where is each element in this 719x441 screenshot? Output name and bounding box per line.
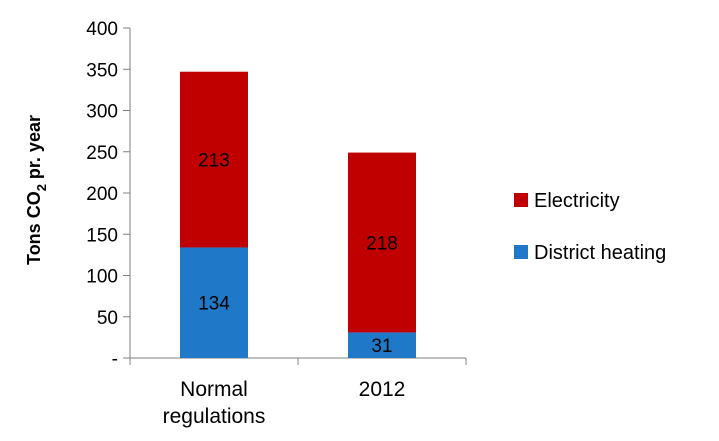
legend-swatch-district-heating [514,245,528,259]
bar-district-heating [348,332,416,358]
y-axis-label-subscript: 2 [34,184,49,191]
x-category-label: 2012 [359,378,406,401]
bar-electricity [180,71,248,248]
y-tick-label: 350 [86,60,118,81]
y-axis-label-part-1: Tons CO [24,191,44,265]
y-axis: - 50 100 150 200 250 300 350 400 [86,19,131,370]
y-tick-label: 150 [86,225,118,246]
y-axis-label: Tons CO2 pr. year [24,115,49,265]
bar-electricity [348,152,416,333]
y-tick-label: 50 [97,308,118,329]
y-tick-label: - [112,349,118,370]
y-tick-label: 200 [86,184,118,205]
legend-label-district-heating: District heating [534,242,666,264]
x-axis: Normal regulations 2012 [129,357,467,428]
legend-label-electricity: Electricity [534,190,620,212]
data-label-district-heating: 134 [198,294,230,315]
x-category-label-line: Normal [180,378,248,401]
y-tick-label: 400 [86,19,118,40]
bars: 134 213 31 218 [180,71,416,358]
y-tick-label: 300 [86,102,118,123]
data-label-electricity: 218 [366,234,398,255]
x-category-label-line: regulations [163,405,266,428]
data-label-district-heating: 31 [371,336,392,357]
y-axis-label-part-2: pr. year [24,115,44,184]
y-tick-label: 100 [86,267,118,288]
legend: Electricity District heating [514,190,666,264]
data-label-electricity: 213 [198,151,230,172]
y-tick-label: 250 [86,143,118,164]
x-category-label-line: 2012 [359,378,406,401]
x-category-label: Normal regulations [163,378,266,428]
bar-district-heating [180,247,248,358]
legend-swatch-electricity [514,193,528,207]
